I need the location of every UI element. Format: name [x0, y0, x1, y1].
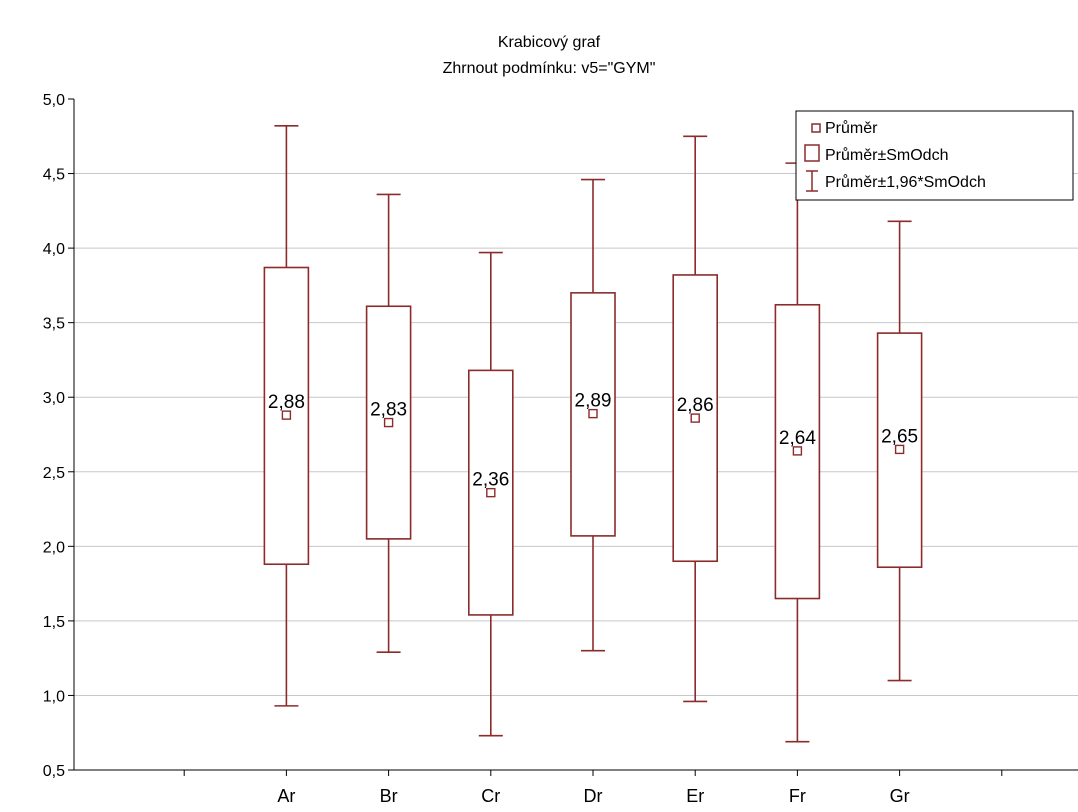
legend-whisker-icon [806, 170, 818, 192]
legend-label-whisker: Průměr±1,96*SmOdch [825, 173, 986, 191]
y-tick-label: 3,5 [43, 316, 65, 333]
tick-labels: 0,5 1,0 1,5 2,0 2,5 3,0 3,5 4,0 4,5 5,0 2,88 Ar 2,83… [43, 92, 918, 806]
x-tick-label: Cr [481, 786, 500, 806]
chart-title: Krabicový graf [498, 34, 601, 51]
y-tick-label: 2,0 [43, 539, 65, 556]
mean-point [792, 446, 803, 456]
legend-frame [795, 110, 1074, 201]
x-tick-label: Fr [789, 786, 806, 806]
legend-box-icon [804, 144, 820, 162]
mean-data-label: 2,83 [370, 400, 407, 421]
mean-data-label: 2,86 [677, 395, 714, 416]
axes [68, 98, 1078, 776]
mean-point [894, 444, 905, 455]
x-tick-label: Gr [890, 786, 910, 806]
legend-label-mean: Průměr [825, 119, 878, 137]
mean-data-label: 2,88 [268, 392, 305, 413]
mean-point [690, 413, 700, 423]
y-tick-label: 2,5 [43, 465, 65, 482]
mean-data-label: 2,89 [575, 391, 612, 412]
mean-point [281, 410, 292, 420]
mean-data-label: 2,65 [881, 426, 918, 447]
y-tick-label: 0,5 [43, 763, 65, 780]
x-tick-label: Br [380, 786, 398, 806]
x-tick-label: Er [686, 786, 704, 806]
x-tick-label: Dr [584, 786, 603, 806]
x-tick-label: Ar [277, 786, 295, 806]
std-box [570, 292, 616, 537]
box-marks [263, 125, 923, 743]
mean-point [588, 408, 598, 419]
y-tick-label: 5,0 [43, 92, 65, 109]
y-tick-label: 1,5 [43, 614, 65, 631]
y-tick-label: 4,0 [43, 241, 65, 258]
mean-point [486, 487, 496, 498]
y-tick-label: 4,5 [43, 167, 65, 184]
legend-label-box: Průměr±SmOdch [825, 146, 948, 164]
mean-data-label: 2,36 [472, 470, 509, 491]
legend: Průměr Průměr±SmOdch Průměr±1,96*SmOdch [795, 110, 1074, 201]
mean-point [383, 417, 394, 428]
legend-mean-icon [811, 123, 821, 133]
mean-data-label: 2,64 [779, 428, 816, 449]
chart-subtitle: Zhrnout podmínku: v5="GYM" [443, 60, 656, 77]
y-tick-label: 1,0 [43, 688, 65, 705]
y-tick-label: 3,0 [43, 390, 65, 407]
